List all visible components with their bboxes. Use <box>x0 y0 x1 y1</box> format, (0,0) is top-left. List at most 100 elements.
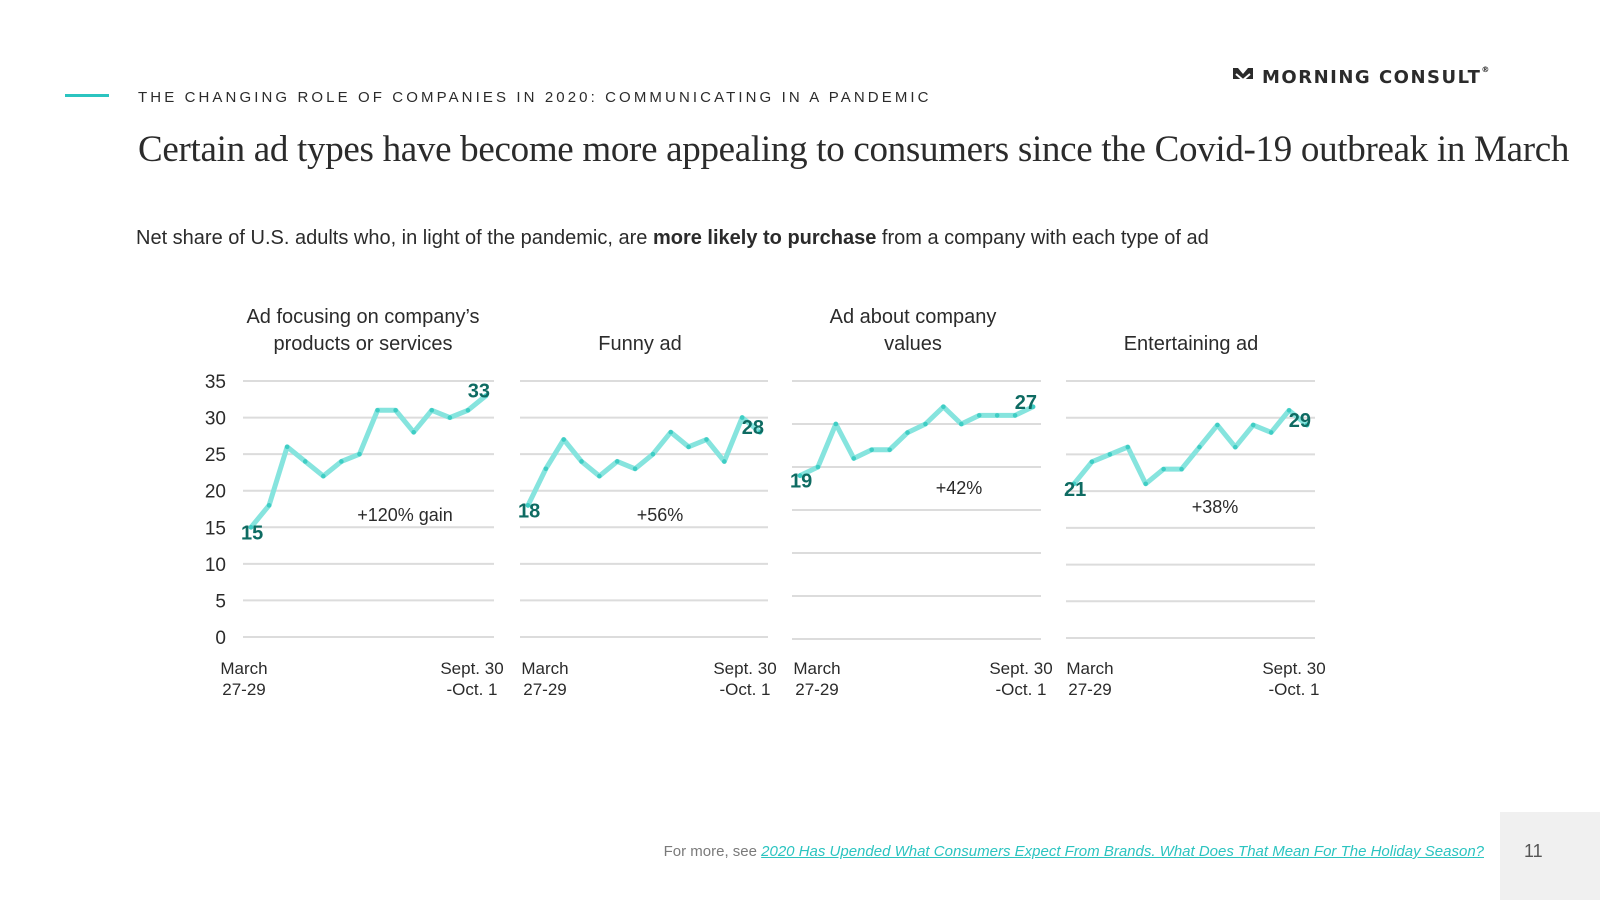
end-value-label: 29 <box>1289 410 1311 432</box>
data-point <box>959 421 964 427</box>
gain-annotation: +56% <box>637 505 684 525</box>
data-point <box>994 413 1000 418</box>
data-point <box>614 459 620 464</box>
data-point <box>815 464 821 470</box>
data-point <box>248 524 254 530</box>
data-point <box>411 429 416 435</box>
data-point <box>1233 444 1238 450</box>
footer-source: For more, see 2020 Has Upended What Cons… <box>664 843 1484 860</box>
chart-title-line: values <box>884 333 942 355</box>
data-point <box>887 447 892 453</box>
chart-title-line: Ad about company <box>830 306 997 328</box>
data-point <box>869 447 874 453</box>
data-point <box>339 459 344 464</box>
data-point <box>1197 444 1202 450</box>
y-tick-label: 35 <box>205 372 226 393</box>
data-point <box>1161 466 1166 472</box>
data-point <box>739 415 745 420</box>
data-point <box>1125 444 1131 450</box>
data-point <box>302 459 308 464</box>
x-start-label: March <box>793 659 840 678</box>
gain-annotation: +38% <box>1192 497 1239 517</box>
x-end-label: Sept. 30 <box>1262 659 1325 678</box>
data-point <box>851 456 857 461</box>
data-point <box>284 444 290 450</box>
data-point <box>1030 404 1036 410</box>
y-tick-label: 5 <box>215 591 226 612</box>
start-value-label: 19 <box>790 471 812 493</box>
data-point <box>1143 481 1148 487</box>
series-line <box>525 415 763 508</box>
x-end-label: -Oct. 1 <box>995 680 1046 699</box>
brand-name-text: MORNING CONSULT <box>1262 66 1482 88</box>
footer-prefix: For more, see <box>663 843 762 860</box>
subtitle-text-after: from a company with each type of ad <box>876 227 1209 249</box>
chart-title-line: Entertaining ad <box>1124 333 1259 355</box>
x-end-label: Sept. 30 <box>989 659 1052 678</box>
data-point <box>1215 422 1220 428</box>
data-point <box>976 413 982 418</box>
brand-logo: MORNING CONSULT® <box>1232 64 1491 88</box>
data-point <box>797 473 803 478</box>
start-value-label: 15 <box>241 522 263 544</box>
x-end-label: -Oct. 1 <box>446 680 497 699</box>
data-point <box>1268 430 1274 435</box>
chart-title-line: Funny ad <box>598 333 681 355</box>
data-point <box>1107 452 1113 457</box>
data-point <box>632 466 638 472</box>
data-point <box>543 466 549 472</box>
x-start-label: 27-29 <box>523 680 566 699</box>
data-point <box>941 404 946 410</box>
data-point <box>757 429 763 435</box>
x-end-label: -Oct. 1 <box>1268 680 1319 699</box>
y-tick-label: 30 <box>205 409 226 430</box>
related-article-link[interactable]: 2020 Has Upended What Consumers Expect F… <box>761 843 1484 860</box>
x-end-label: Sept. 30 <box>440 659 503 678</box>
y-tick-label: 0 <box>215 628 226 649</box>
x-start-label: 27-29 <box>222 680 265 699</box>
page-number: 11 <box>1524 841 1543 861</box>
x-start-label: March <box>521 659 568 678</box>
data-point <box>579 459 584 464</box>
data-point <box>704 437 709 442</box>
data-point <box>429 407 435 413</box>
data-point <box>650 451 656 457</box>
section-kicker: THE CHANGING ROLE OF COMPANIES IN 2020: … <box>138 89 932 106</box>
data-point <box>686 444 691 450</box>
x-start-label: March <box>220 659 267 678</box>
brand-name: MORNING CONSULT® <box>1262 64 1491 88</box>
start-value-label: 21 <box>1064 479 1086 501</box>
page-title: Certain ad types have become more appeal… <box>138 129 1570 170</box>
chart-subtitle: Net share of U.S. adults who, in light o… <box>136 227 1209 250</box>
y-tick-label: 20 <box>205 482 226 503</box>
data-point <box>375 407 380 413</box>
chart-title-line: Ad focusing on company’s <box>246 306 479 328</box>
series-line <box>248 393 489 530</box>
data-point <box>597 473 602 479</box>
data-point <box>447 415 453 420</box>
data-point <box>393 407 398 413</box>
page-number-box <box>1500 812 1600 900</box>
data-point <box>722 459 727 464</box>
y-tick-label: 25 <box>205 445 226 466</box>
data-point <box>1250 422 1256 428</box>
data-point <box>465 407 471 413</box>
subtitle-text-before: Net share of U.S. adults who, in light o… <box>136 227 653 249</box>
data-point <box>1089 459 1095 465</box>
data-point <box>1012 413 1018 418</box>
x-start-label: March <box>1066 659 1113 678</box>
data-point <box>905 430 910 435</box>
data-point <box>525 503 531 508</box>
registered-mark: ® <box>1481 64 1491 74</box>
x-end-label: -Oct. 1 <box>719 680 770 699</box>
series-line <box>797 404 1036 479</box>
data-point <box>321 473 326 479</box>
x-end-label: Sept. 30 <box>713 659 776 678</box>
data-point <box>1286 408 1292 413</box>
data-point <box>668 429 674 435</box>
chart-panel-1: Ad focusing on company’s products or serv… <box>205 306 504 699</box>
data-point <box>833 421 839 427</box>
y-tick-label: 10 <box>205 555 226 576</box>
accent-bar <box>65 94 109 97</box>
chart-panel-4: Entertaining ad 21 29 +38% March 27-29 Sept. 3… <box>1064 333 1326 699</box>
